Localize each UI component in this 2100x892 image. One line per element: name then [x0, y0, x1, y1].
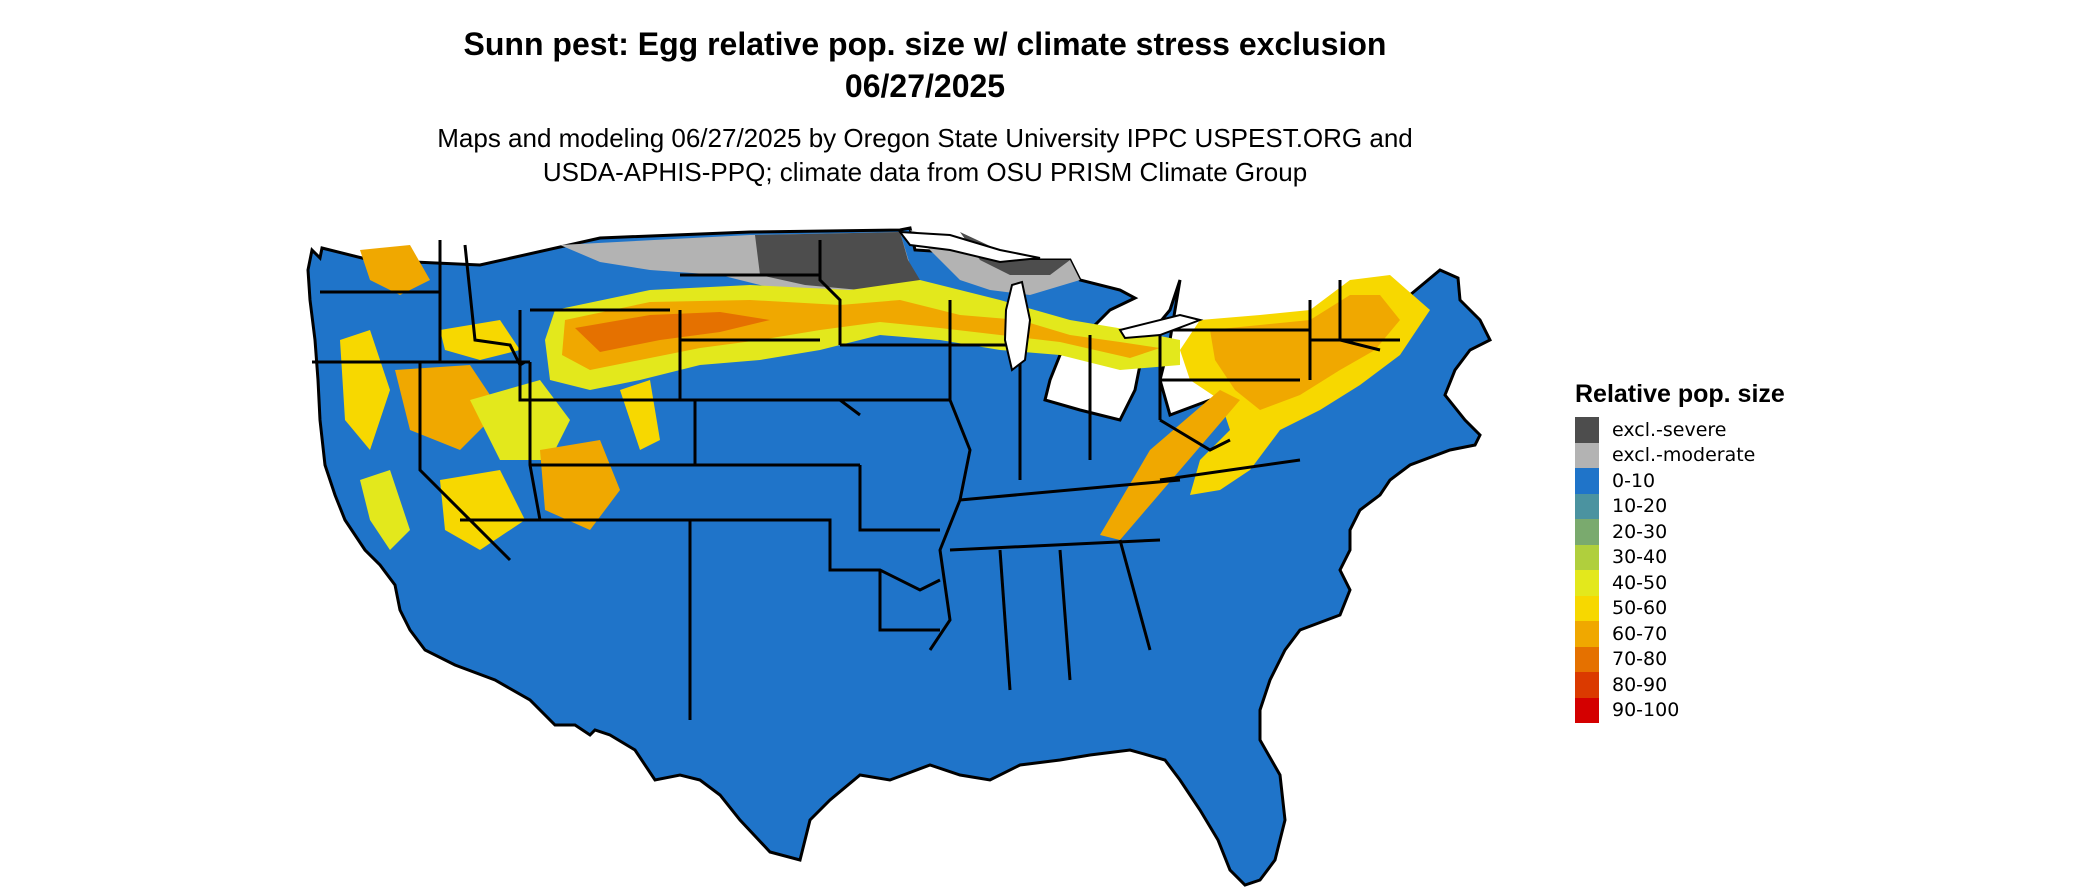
legend-item: 50-60: [1575, 595, 1785, 621]
legend-items: excl.-severe excl.-moderate 0-10 10-20 2…: [1575, 417, 1785, 723]
legend-item: 30-40: [1575, 544, 1785, 570]
suitability-west-8: [360, 470, 410, 550]
map-subtitle-line2: USDA-APHIS-PPQ; climate data from OSU PR…: [542, 157, 1308, 187]
legend-label: 30-40: [1612, 546, 1668, 569]
legend-label: 10-20: [1612, 495, 1668, 518]
legend-swatch: [1575, 493, 1599, 519]
legend-item: 70-80: [1575, 646, 1785, 672]
legend-swatch: [1575, 468, 1599, 494]
legend-title: Relative pop. size: [1575, 380, 1785, 408]
legend-swatch: [1575, 595, 1599, 621]
lake-erie: [1118, 313, 1204, 340]
legend-swatch: [1575, 519, 1599, 545]
suitability-west-9: [620, 380, 660, 450]
excl-severe-zone-mn: [960, 232, 1070, 275]
legend-item: 60-70: [1575, 621, 1785, 647]
legend-item: excl.-severe: [1575, 417, 1785, 443]
legend-item: 10-20: [1575, 493, 1785, 519]
legend-label: 70-80: [1612, 648, 1668, 671]
suitability-hot-plains: [575, 312, 770, 352]
state-borders: [312, 240, 1400, 720]
legend-item: 40-50: [1575, 570, 1785, 596]
legend-item: 0-10: [1575, 468, 1785, 494]
legend-swatch: [1575, 544, 1599, 570]
suitability-west-6: [440, 470, 525, 550]
legend-label: excl.-severe: [1612, 418, 1727, 441]
legend: Relative pop. size excl.-severe excl.-mo…: [1575, 380, 1785, 723]
legend-label: 60-70: [1612, 622, 1668, 645]
map-title: Sunn pest: Egg relative pop. size w/ cli…: [463, 26, 1387, 62]
legend-item: 20-30: [1575, 519, 1785, 545]
legend-swatch: [1575, 442, 1599, 468]
legend-swatch: [1575, 646, 1599, 672]
legend-label: 80-90: [1612, 673, 1668, 696]
map-subtitle-line1: Maps and modeling 06/27/2025 by Oregon S…: [437, 123, 1413, 153]
suitability-west-7: [340, 330, 390, 450]
suitability-west-1: [360, 245, 430, 295]
legend-label: 20-30: [1612, 520, 1668, 543]
legend-label: excl.-moderate: [1612, 444, 1756, 467]
legend-swatch: [1575, 672, 1599, 698]
legend-swatch: [1575, 570, 1599, 596]
us-outline: [306, 226, 1493, 887]
legend-item: 90-100: [1575, 697, 1785, 723]
suitability-appalachian: [1100, 390, 1240, 540]
map-date: 06/27/2025: [844, 68, 1006, 104]
legend-label: 50-60: [1612, 597, 1668, 620]
lake-superior: [897, 230, 1041, 264]
legend-swatch: [1575, 621, 1599, 647]
legend-swatch: [1575, 417, 1599, 443]
us-map: [306, 226, 1493, 887]
legend-item: excl.-moderate: [1575, 442, 1785, 468]
legend-item: 80-90: [1575, 672, 1785, 698]
legend-label: 0-10: [1612, 469, 1656, 492]
lake-michigan: [1003, 280, 1032, 372]
suitability-west-5: [540, 440, 620, 530]
legend-swatch: [1575, 697, 1599, 723]
legend-label: 90-100: [1612, 699, 1680, 722]
legend-label: 40-50: [1612, 571, 1668, 594]
